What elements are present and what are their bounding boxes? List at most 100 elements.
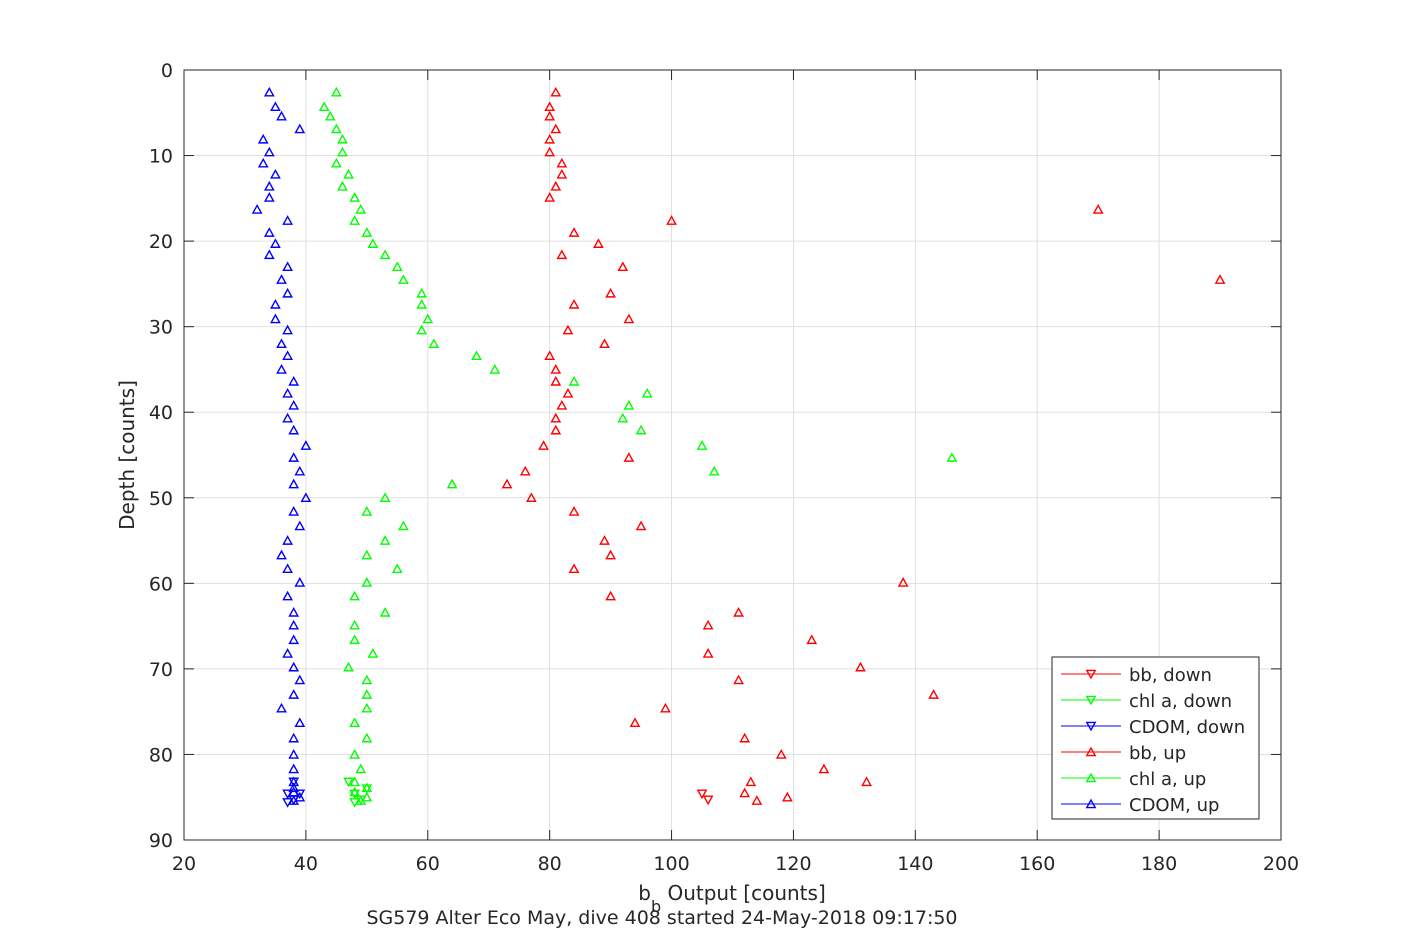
data-point (568, 298, 580, 309)
data-point (556, 157, 568, 168)
data-point (263, 192, 275, 202)
data-point (361, 689, 373, 699)
data-point (282, 350, 293, 361)
data-point (544, 110, 556, 121)
legend-marker (1085, 695, 1097, 706)
data-point (276, 338, 287, 349)
data-point (928, 689, 940, 699)
data-point (288, 776, 300, 787)
data-point (282, 535, 293, 545)
x-axis-label-subscript: b (651, 897, 661, 916)
data-point (276, 274, 287, 284)
x-tick-label: 180 (1141, 853, 1177, 875)
data-point (556, 249, 568, 260)
data-point (617, 412, 629, 423)
data-point (263, 86, 275, 97)
data-point (519, 465, 531, 476)
legend-box (1051, 656, 1260, 820)
series-bb-down (696, 789, 714, 806)
data-point (337, 146, 348, 157)
data-point (288, 478, 300, 489)
data-point (361, 702, 373, 713)
data-point (288, 661, 300, 672)
data-point (550, 364, 562, 374)
data-point (599, 338, 610, 349)
data-point (324, 110, 336, 121)
data-point (349, 590, 361, 601)
data-point (623, 399, 635, 410)
data-point (276, 702, 287, 713)
legend-label: CDOM, up (1129, 795, 1219, 816)
y-tick-label: 80 (149, 744, 173, 766)
data-point (355, 795, 367, 805)
data-point (294, 674, 306, 685)
data-point (270, 238, 281, 248)
data-point (337, 180, 348, 191)
data-point (416, 287, 428, 298)
data-point (538, 440, 549, 450)
data-point (300, 492, 312, 503)
y-tick-label: 70 (149, 659, 173, 681)
data-point (294, 791, 306, 802)
data-point (739, 732, 751, 743)
data-point (288, 689, 300, 699)
data-point (300, 440, 312, 450)
y-tick-label: 40 (149, 402, 173, 424)
data-point (276, 549, 287, 560)
data-point (288, 506, 300, 516)
data-point (367, 648, 379, 658)
data-point (489, 364, 501, 374)
x-tick-label: 120 (775, 853, 811, 875)
data-point (349, 789, 361, 800)
data-point (282, 261, 293, 272)
data-point (897, 577, 909, 587)
data-point (355, 763, 367, 774)
figure-caption: SG579 Alter Eco May, dive 408 started 24… (366, 907, 957, 929)
data-point (288, 399, 300, 410)
data-point (367, 238, 379, 248)
data-point (276, 364, 287, 374)
data-point (282, 412, 293, 423)
data-point (288, 424, 300, 435)
data-point (343, 661, 354, 672)
data-point (568, 227, 580, 237)
data-point (708, 465, 720, 476)
axis-ticks: 20 40 60 80 100 120 140 160 180 200 0 10 20 30 40 50 60 7… (149, 60, 1299, 875)
series-chl-a-up (318, 86, 958, 805)
legend-marker (1085, 746, 1097, 757)
data-point (550, 375, 562, 386)
data-point (257, 133, 269, 144)
y-tick-label: 0 (161, 60, 173, 82)
data-point (361, 506, 373, 516)
data-point (629, 717, 641, 728)
data-point (294, 465, 306, 476)
data-point (294, 520, 306, 531)
data-point (379, 249, 391, 260)
data-point (263, 180, 275, 191)
data-point (343, 777, 354, 788)
data-point (270, 313, 281, 324)
x-tick-label: 100 (653, 853, 689, 875)
data-point (288, 606, 300, 617)
x-tick-label: 160 (1019, 853, 1055, 875)
y-tick-label: 20 (149, 231, 173, 253)
data-point (525, 492, 537, 503)
data-point (282, 563, 293, 574)
data-point (294, 717, 306, 728)
data-point (855, 661, 866, 672)
data-point (422, 313, 434, 324)
legend-label: chl a, up (1129, 769, 1206, 790)
data-point (288, 795, 300, 805)
x-tick-label: 80 (538, 853, 562, 875)
data-point (605, 549, 617, 560)
data-point (349, 215, 361, 225)
data-point (623, 313, 635, 324)
data-point (556, 168, 568, 179)
x-axis-label-rest: Output [counts] (661, 881, 826, 905)
data-point (391, 261, 403, 272)
data-point (361, 732, 373, 743)
data-point (641, 387, 653, 398)
data-point (263, 146, 275, 157)
data-point (660, 702, 671, 713)
